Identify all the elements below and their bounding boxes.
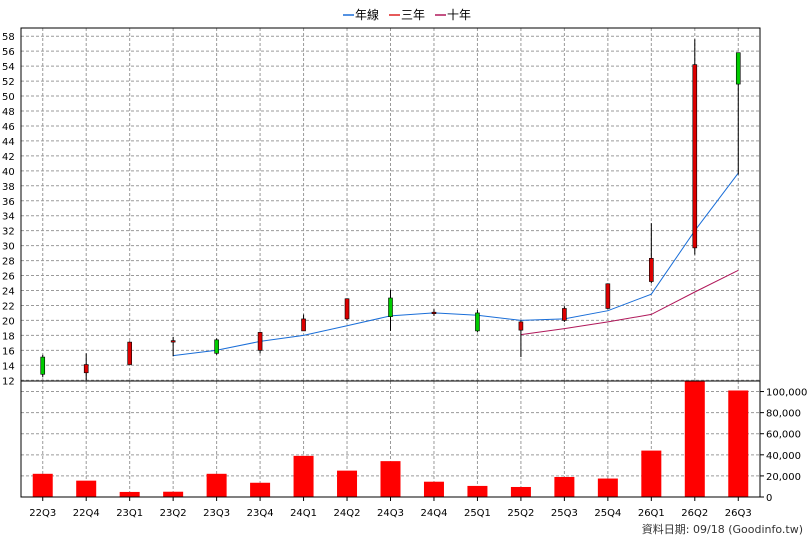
price-tick-label: 42 (2, 152, 15, 163)
candlesticks (40, 39, 741, 381)
volume-bar (293, 455, 314, 497)
x-tick-label: 24Q2 (334, 508, 361, 519)
source-label: 資料日期: 09/18 (Goodinfo.tw) (642, 522, 803, 536)
volume-bar (250, 482, 271, 497)
volume-axis: 0 20,000 40,000 60,000 80,000 100,000 (760, 388, 807, 504)
x-tick-label: 25Q2 (507, 508, 534, 519)
x-tick-label: 25Q3 (551, 508, 578, 519)
price-tick-label: 48 (2, 107, 15, 118)
ma-line (520, 269, 739, 336)
volume-tick-label: 100,000 (766, 388, 807, 399)
volume-bar (597, 478, 618, 497)
legend-label: 三年 (401, 8, 425, 22)
legend: 年線 三年 十年 (343, 7, 471, 22)
price-tick-label: 40 (2, 167, 15, 178)
x-tick-label: 24Q1 (290, 508, 317, 519)
price-tick-label: 44 (2, 137, 15, 148)
x-tick-label: 26Q3 (725, 508, 752, 519)
legend-label: 十年 (447, 8, 471, 22)
x-axis: 22Q3 22Q4 23Q1 23Q2 23Q3 23Q4 24Q1 24Q2 24Q3 24Q4… (29, 497, 752, 519)
price-tick-label: 26 (2, 272, 15, 283)
candle-body (344, 298, 350, 320)
candle-body (83, 364, 89, 374)
x-tick-label: 23Q2 (160, 508, 187, 519)
volume-bar (467, 485, 488, 497)
price-tick-label: 20 (2, 316, 15, 327)
candle-body (692, 64, 698, 249)
plot-frames (20, 27, 761, 498)
price-tick-label: 50 (2, 92, 15, 103)
volume-tick-label: 60,000 (766, 430, 801, 441)
x-tick-label: 25Q1 (464, 508, 491, 519)
price-tick-label: 24 (2, 287, 15, 298)
price-tick-label: 18 (2, 331, 15, 342)
volume-bar (641, 450, 662, 497)
volume-bar (206, 473, 227, 497)
x-tick-label: 23Q4 (247, 508, 274, 519)
volume-tick-label: 20,000 (766, 472, 801, 483)
moving-average-lines (173, 172, 739, 357)
volume-plot-frame (20, 380, 761, 498)
price-tick-label: 34 (2, 212, 15, 223)
volume-bar (380, 461, 401, 497)
price-tick-label: 52 (2, 77, 15, 88)
candle-body (127, 341, 132, 365)
volume-bar (32, 473, 53, 497)
x-tick-label: 25Q4 (594, 508, 621, 519)
candle-body (40, 356, 46, 375)
x-tick-label: 22Q4 (73, 508, 100, 519)
candle-body (518, 321, 524, 331)
volume-bar (119, 491, 140, 497)
price-tick-label: 36 (2, 197, 15, 208)
candle-body (301, 318, 306, 332)
price-grid (21, 28, 760, 381)
volume-bar (510, 486, 531, 497)
price-tick-label: 54 (2, 62, 15, 73)
x-tick-label: 26Q1 (638, 508, 665, 519)
volume-bar (337, 470, 358, 497)
price-tick-label: 16 (2, 346, 15, 357)
candle-body (431, 311, 437, 314)
candle-body (170, 340, 176, 343)
volume-bar (76, 480, 97, 497)
legend-label: 年線 (355, 7, 379, 22)
candle-body (388, 297, 393, 317)
volume-bars (32, 381, 749, 497)
volume-tick-label: 80,000 (766, 409, 801, 420)
candle-body (475, 312, 480, 332)
candle-body (214, 339, 219, 354)
volume-bar (423, 481, 444, 497)
price-axis: 12 14 16 18 20 22 24 26 28 30 32 34 36 38 40 42 44 46 48 50… (2, 32, 15, 387)
candle-body (735, 52, 741, 85)
candle-body (562, 308, 567, 321)
x-tick-label: 24Q3 (377, 508, 404, 519)
price-tick-label: 58 (2, 32, 15, 43)
x-tick-label: 22Q3 (29, 508, 56, 519)
price-tick-label: 46 (2, 122, 15, 133)
volume-bar (163, 491, 184, 497)
price-tick-label: 32 (2, 227, 15, 238)
volume-bar (684, 381, 705, 497)
x-tick-label: 23Q1 (116, 508, 143, 519)
x-tick-label: 24Q4 (420, 508, 447, 519)
price-tick-label: 22 (2, 301, 15, 312)
x-tick-label: 23Q3 (203, 508, 230, 519)
x-tick-label: 26Q2 (681, 508, 708, 519)
volume-bar (728, 390, 749, 497)
price-tick-label: 30 (2, 242, 15, 253)
ma-line (173, 172, 739, 357)
price-tick-label: 28 (2, 257, 15, 268)
candle-body (649, 258, 654, 282)
volume-tick-label: 0 (766, 493, 772, 504)
candle-body (257, 332, 263, 351)
candle-body (605, 283, 611, 309)
price-tick-label: 14 (2, 361, 15, 372)
volume-tick-label: 40,000 (766, 451, 801, 462)
volume-bar (554, 476, 575, 497)
price-tick-label: 38 (2, 182, 15, 193)
price-tick-label: 12 (2, 376, 15, 387)
price-tick-label: 56 (2, 47, 15, 58)
